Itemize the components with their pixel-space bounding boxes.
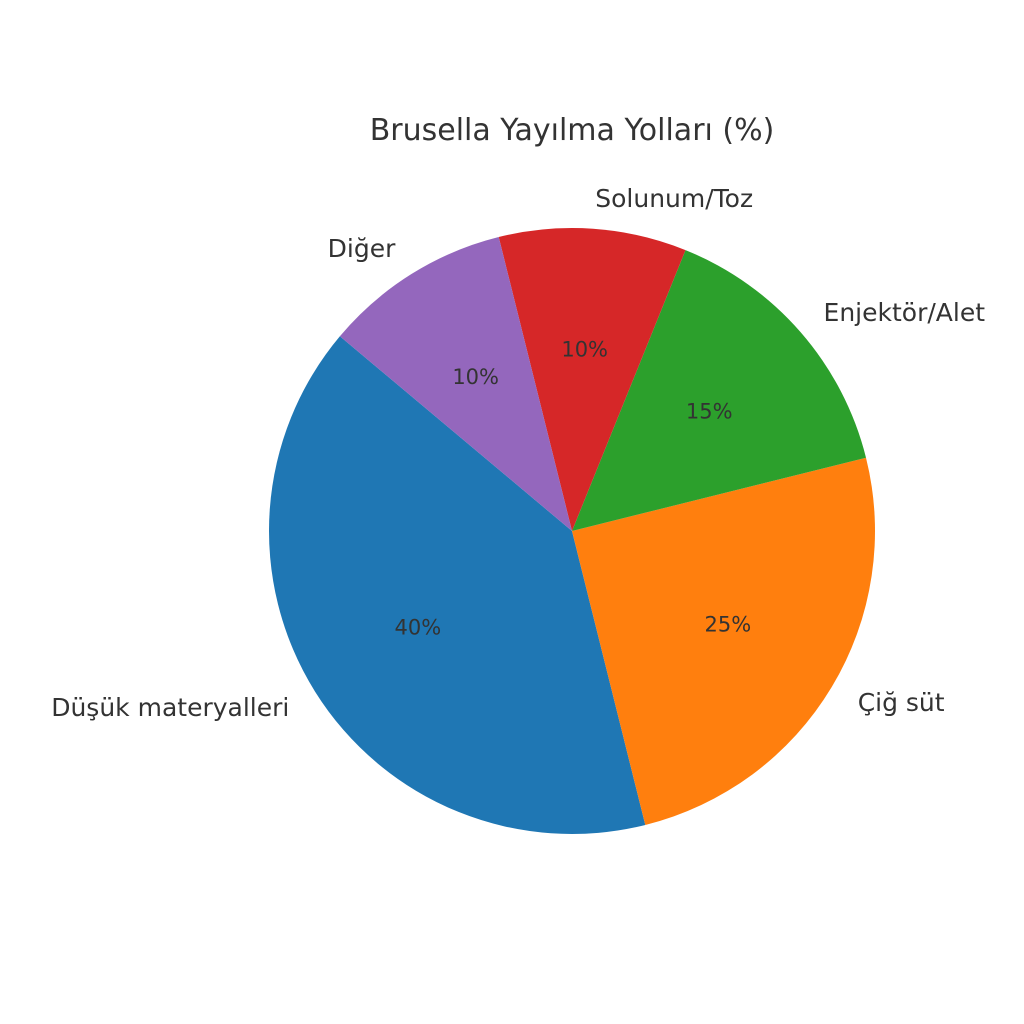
pie-percent-labels: 40% 25% 15% 10% 10% <box>394 338 751 640</box>
slice-label-diger: Diğer <box>328 234 396 263</box>
pct-label-diger: 10% <box>452 365 499 389</box>
pie-slice-solunum-toz <box>498 228 686 532</box>
pct-label-solunum-toz: 10% <box>561 338 608 362</box>
pie-labels: Düşük materyalleri Çiğ süt Enjektör/Alet So… <box>51 184 985 722</box>
slice-label-dusuk-materyalleri: Düşük materyalleri <box>51 693 289 722</box>
slice-label-solunum-toz: Solunum/Toz <box>595 184 753 213</box>
pct-label-dusuk-materyalleri: 40% <box>394 615 441 639</box>
pct-label-cig-sut: 25% <box>704 613 751 637</box>
pie-slice-dusuk-materyalleri <box>268 336 646 835</box>
pie-slices <box>268 228 876 835</box>
slice-label-enjektor-alet: Enjektör/Alet <box>824 298 986 327</box>
pct-label-enjektor-alet: 15% <box>686 400 733 424</box>
pie-slice-cig-sut <box>572 457 876 825</box>
chart-title: Brusella Yayılma Yolları (%) <box>370 113 775 148</box>
slice-label-cig-sut: Çiğ süt <box>858 688 945 717</box>
pie-slice-diger <box>339 237 572 531</box>
pie-slice-enjektor-alet <box>572 250 866 531</box>
